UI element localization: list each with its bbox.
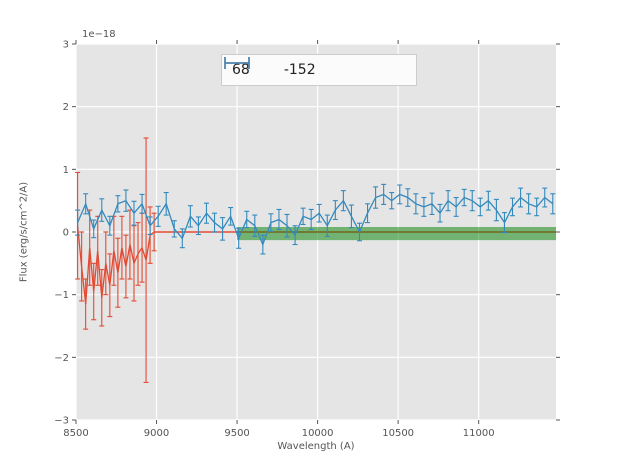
y-tick-label: 2: [63, 102, 69, 113]
y-tick-label: 1: [63, 165, 69, 176]
blue-series-line: [77, 193, 554, 247]
x-tick-label: 10000: [302, 428, 334, 439]
y-axis-label: Flux (erg/s/cm^2/A): [18, 181, 30, 283]
axis-offset-text: 1e−18: [82, 29, 116, 40]
x-tick-label: 10500: [382, 428, 414, 439]
x-tick-label: 11000: [463, 428, 495, 439]
y-tick-label: −3: [54, 416, 69, 427]
x-axis-label: Wavelength (A): [277, 441, 355, 452]
red-series-line: [76, 225, 155, 305]
legend-entry-blue: -152: [224, 57, 316, 78]
legend: 68 -152: [221, 54, 417, 86]
y-tick-label: 3: [63, 40, 69, 51]
y-tick-label: −2: [54, 353, 69, 364]
green-band: [237, 226, 556, 241]
legend-label-blue: -152: [283, 62, 316, 78]
y-tick-label: −1: [54, 290, 69, 301]
y-tick-label: 0: [63, 228, 69, 239]
legend-label-red: 68: [232, 62, 250, 78]
x-tick-label: 8500: [63, 428, 88, 439]
errorbar-icon-blue: [224, 57, 250, 69]
x-tick-label: 9000: [144, 428, 169, 439]
x-tick-label: 9500: [224, 428, 249, 439]
